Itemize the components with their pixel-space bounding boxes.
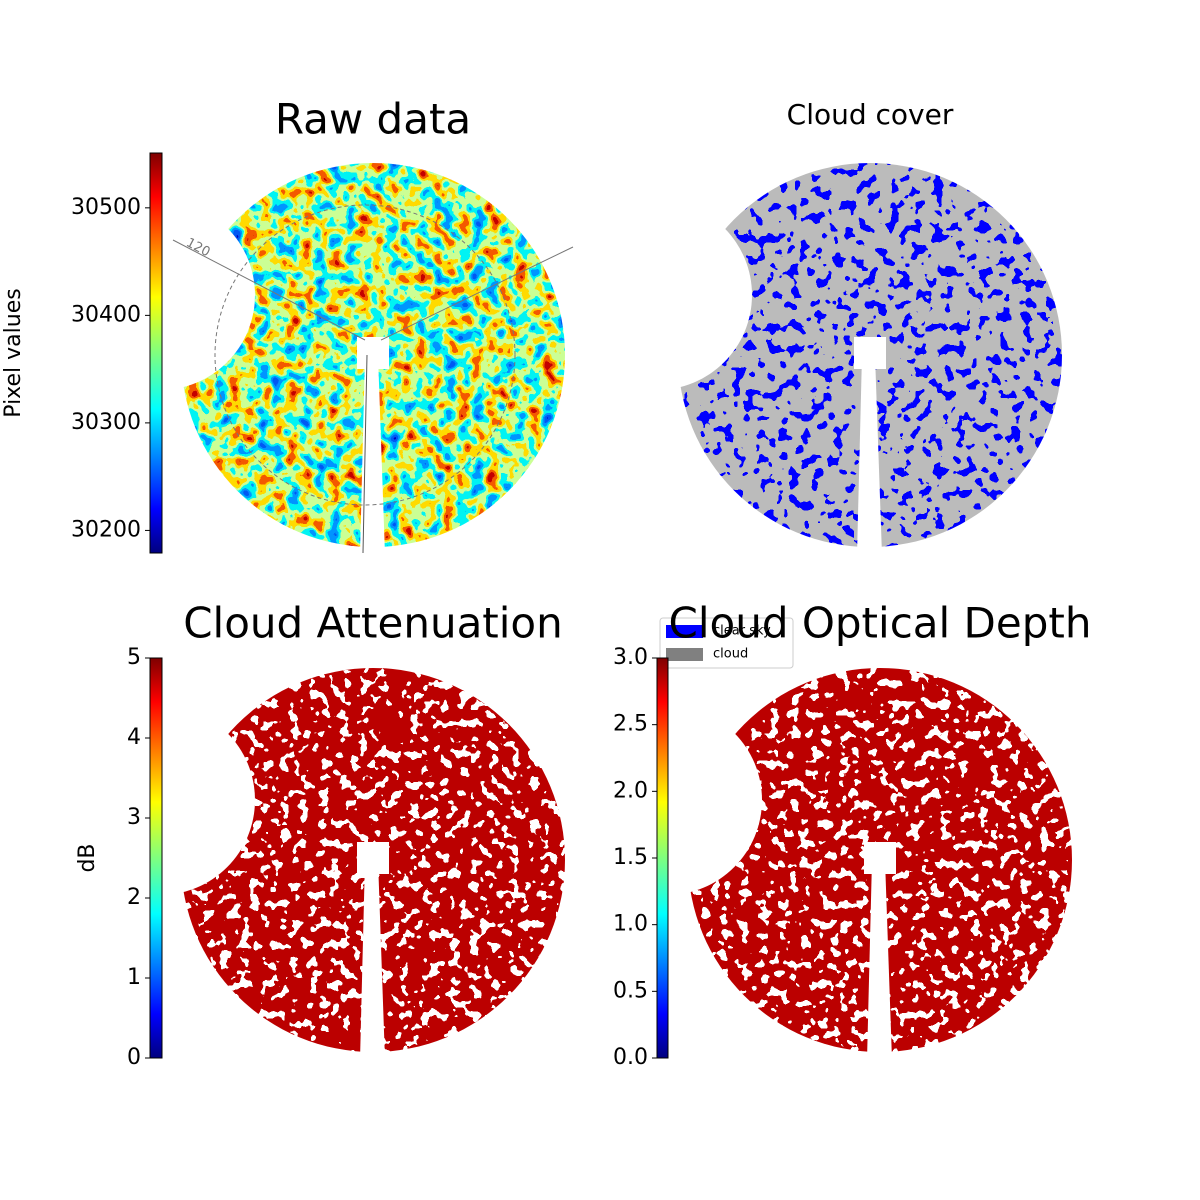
colorbar-tick-label: 1 bbox=[127, 965, 141, 990]
colorbar-tick-label: 1.0 bbox=[613, 912, 648, 937]
legend-swatch bbox=[666, 625, 703, 638]
camera-mask bbox=[357, 337, 389, 369]
legend-swatch bbox=[666, 648, 703, 661]
colorbar-tick-label: 0.5 bbox=[613, 978, 648, 1003]
colorbar-tick-label: 0 bbox=[127, 1045, 141, 1070]
colorbar bbox=[149, 657, 163, 1059]
colorbar-tick-label: 30200 bbox=[71, 517, 141, 542]
camera-mask bbox=[357, 842, 389, 874]
colorbar bbox=[656, 657, 669, 1059]
camera-mask bbox=[864, 842, 896, 874]
grid-circle bbox=[214, 204, 516, 506]
grid-line bbox=[380, 246, 574, 341]
chart-title: Cloud Attenuation bbox=[183, 599, 563, 648]
colorbar-tick-label: 5 bbox=[127, 645, 141, 670]
colorbar-tick-label: 30300 bbox=[71, 410, 141, 435]
colorbar-label: Pixel values bbox=[1, 288, 26, 417]
colorbar-tick-label: 30400 bbox=[71, 302, 141, 327]
colorbar-tick-label: 2.5 bbox=[613, 712, 648, 737]
colorbar-tick-label: 2.0 bbox=[613, 778, 648, 803]
colorbar bbox=[149, 152, 163, 554]
colorbar-tick-label: 3 bbox=[127, 805, 141, 830]
colorbar-tick-label: 30500 bbox=[71, 195, 141, 220]
colorbar-tick-label: 1.5 bbox=[613, 845, 648, 870]
chart-title: Cloud cover bbox=[787, 98, 954, 131]
mast-mask bbox=[867, 860, 892, 1060]
colorbar-tick-label: 2 bbox=[127, 885, 141, 910]
grid-line bbox=[362, 354, 368, 554]
sky-image bbox=[65, 668, 565, 1060]
chart-title: Cloud Optical Depth bbox=[669, 599, 1092, 648]
mast-mask bbox=[857, 355, 882, 555]
chart-title: Raw data bbox=[275, 95, 471, 144]
colorbar-tick-label: 3.0 bbox=[613, 645, 648, 670]
colorbar-tick-label: 0.0 bbox=[613, 1045, 648, 1070]
sky-image bbox=[562, 163, 1062, 555]
mast-mask bbox=[360, 860, 385, 1060]
legend-label: cloud bbox=[713, 647, 748, 662]
camera-mask bbox=[854, 337, 886, 369]
colorbar-tick-label: 4 bbox=[127, 725, 141, 750]
horizon-mask bbox=[562, 200, 752, 390]
legend-label: clear sky bbox=[713, 624, 771, 639]
grid-line bbox=[172, 239, 366, 341]
colorbar-label: dB bbox=[75, 843, 100, 872]
